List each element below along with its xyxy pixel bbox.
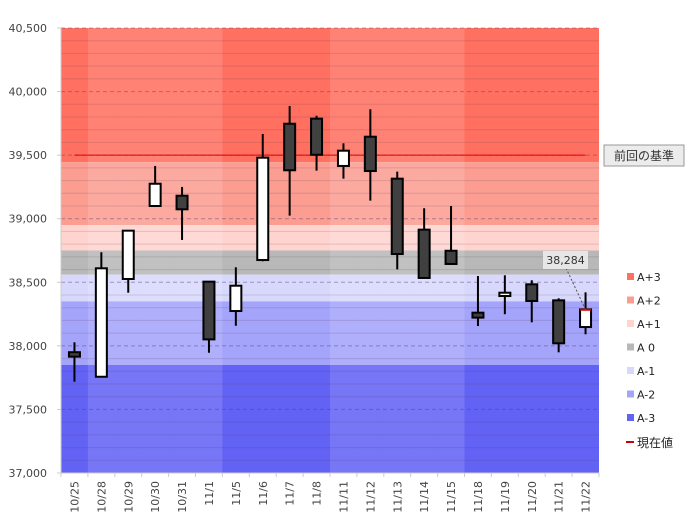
candle-body-up bbox=[94, 267, 108, 378]
x-tick-label: 11/15 bbox=[445, 481, 458, 513]
legend-label: A-1 bbox=[637, 365, 655, 378]
candle-body-down bbox=[310, 117, 324, 156]
candle-body-down bbox=[175, 194, 189, 211]
candle-body-down bbox=[67, 351, 81, 358]
candle-body-down bbox=[283, 122, 297, 172]
x-tick-label: 11/6 bbox=[257, 481, 270, 506]
candle-body-up bbox=[256, 156, 270, 262]
band-A-2 bbox=[61, 301, 599, 365]
x-tick-label: 11/5 bbox=[230, 481, 243, 506]
candle-body-up bbox=[229, 284, 243, 313]
x-tick-label: 11/11 bbox=[337, 481, 350, 513]
week-column bbox=[168, 28, 196, 473]
x-tick-label: 11/21 bbox=[553, 481, 566, 513]
legend-label: A+1 bbox=[637, 318, 661, 331]
candle-body-down bbox=[552, 299, 566, 345]
y-tick-label: 37,000 bbox=[9, 467, 48, 480]
legend-label: A+3 bbox=[637, 271, 661, 284]
legend-label: A-2 bbox=[637, 389, 655, 402]
legend-swatch bbox=[627, 320, 634, 327]
candle-body-down bbox=[471, 311, 485, 319]
candle-body-up bbox=[498, 291, 512, 298]
x-tick-label: 11/18 bbox=[472, 481, 485, 513]
x-tick-label: 11/13 bbox=[391, 481, 404, 513]
band-A+1 bbox=[61, 225, 599, 251]
candle-body-down bbox=[417, 228, 431, 279]
x-tick-label: 10/29 bbox=[122, 481, 135, 513]
x-tick-label: 11/12 bbox=[364, 481, 377, 513]
y-tick-label: 39,500 bbox=[9, 149, 48, 162]
x-tick-label: 11/8 bbox=[311, 481, 324, 506]
x-tick-label: 10/28 bbox=[95, 481, 108, 513]
week-column bbox=[195, 28, 223, 473]
reference-label-box bbox=[603, 144, 685, 167]
x-tick-label: 10/30 bbox=[149, 481, 162, 513]
candle-body-up bbox=[579, 308, 593, 329]
band-A-3 bbox=[61, 364, 599, 473]
x-tick-label: 10/31 bbox=[176, 481, 189, 513]
candle-body-down bbox=[202, 280, 216, 341]
y-tick-label: 38,500 bbox=[9, 276, 48, 289]
candle-body-up bbox=[121, 229, 135, 280]
reference-label: 前回の基準 bbox=[614, 148, 674, 163]
current-value-label: 38,284 bbox=[546, 254, 585, 267]
candle-body-down bbox=[444, 249, 458, 265]
x-tick-label: 10/25 bbox=[68, 481, 81, 513]
legend-label: A-3 bbox=[637, 412, 655, 425]
legend-swatch bbox=[627, 390, 634, 398]
candle-body-up bbox=[336, 149, 350, 167]
week-column bbox=[87, 28, 115, 473]
y-tick-label: 40,000 bbox=[9, 86, 48, 99]
week-column bbox=[141, 28, 169, 473]
legend-swatch bbox=[627, 343, 634, 351]
band-A0 bbox=[61, 250, 599, 275]
x-tick-label: 11/1 bbox=[203, 481, 216, 506]
legend-label: 現在値 bbox=[637, 435, 673, 450]
x-tick-label: 11/22 bbox=[580, 481, 593, 513]
band-A+3 bbox=[61, 28, 599, 163]
x-tick-label: 11/20 bbox=[526, 481, 539, 513]
y-tick-label: 39,000 bbox=[9, 213, 48, 226]
candle-body-down bbox=[363, 135, 377, 173]
annotation-box bbox=[543, 251, 588, 269]
candle-body-up bbox=[148, 182, 162, 207]
x-tick-label: 11/14 bbox=[418, 481, 431, 513]
y-tick-label: 38,000 bbox=[9, 340, 48, 353]
week-column bbox=[356, 28, 384, 473]
candle-body-down bbox=[525, 283, 539, 302]
x-tick-label: 11/7 bbox=[284, 481, 297, 506]
legend-swatch bbox=[627, 273, 634, 280]
legend-label: A 0 bbox=[637, 342, 655, 355]
legend-swatch bbox=[627, 296, 634, 304]
y-tick-label: 37,500 bbox=[9, 403, 48, 416]
legend-swatch bbox=[627, 414, 634, 421]
legend-label: A+2 bbox=[637, 295, 661, 308]
x-tick-label: 11/19 bbox=[499, 481, 512, 513]
week-column bbox=[330, 28, 357, 473]
candle-body-down bbox=[390, 177, 404, 256]
y-tick-label: 40,500 bbox=[9, 22, 48, 35]
legend-swatch bbox=[627, 367, 634, 374]
